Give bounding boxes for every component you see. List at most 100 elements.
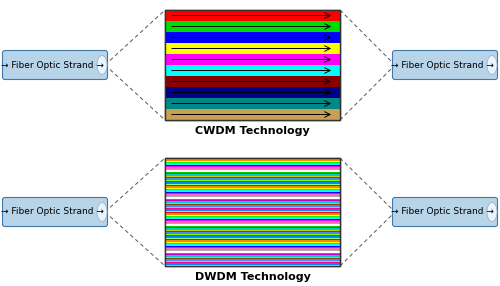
Bar <box>165 170 340 172</box>
Bar <box>165 230 340 231</box>
Bar <box>165 165 340 166</box>
Bar <box>165 198 340 200</box>
Text: → Fiber Optic Strand →: → Fiber Optic Strand → <box>390 61 494 69</box>
Text: CWDM Technology: CWDM Technology <box>195 126 310 136</box>
Bar <box>165 54 340 65</box>
Bar <box>165 177 340 178</box>
Bar <box>165 10 340 120</box>
Bar <box>165 21 340 32</box>
Bar <box>165 169 340 170</box>
Bar <box>165 242 340 243</box>
Bar <box>165 10 340 120</box>
Bar <box>165 158 340 266</box>
Bar <box>165 250 340 251</box>
Bar <box>165 206 340 208</box>
Bar <box>165 178 340 180</box>
Bar <box>165 227 340 228</box>
Bar <box>165 161 340 162</box>
Bar <box>165 180 340 181</box>
Bar <box>165 193 340 194</box>
Bar <box>165 190 340 192</box>
Text: → Fiber Optic Strand →: → Fiber Optic Strand → <box>0 61 104 69</box>
Bar <box>165 158 340 266</box>
Bar <box>165 205 340 206</box>
Ellipse shape <box>97 55 107 74</box>
Bar <box>165 174 340 176</box>
Bar <box>165 243 340 245</box>
Bar <box>165 254 340 255</box>
FancyBboxPatch shape <box>392 51 498 80</box>
Bar <box>165 167 340 169</box>
Bar <box>165 259 340 261</box>
Bar <box>165 257 340 258</box>
Ellipse shape <box>97 202 107 221</box>
Bar <box>165 262 340 263</box>
Bar <box>165 220 340 221</box>
Bar <box>165 184 340 185</box>
Bar <box>165 235 340 236</box>
Bar <box>165 238 340 239</box>
Bar <box>165 158 340 159</box>
Bar <box>165 196 340 197</box>
Bar <box>165 159 340 161</box>
Bar <box>165 247 340 249</box>
Text: → Fiber Optic Strand →: → Fiber Optic Strand → <box>390 208 494 217</box>
Bar <box>165 172 340 173</box>
Bar <box>165 221 340 223</box>
Ellipse shape <box>487 202 497 221</box>
Bar <box>165 201 340 202</box>
Bar <box>165 231 340 232</box>
Bar <box>165 43 340 54</box>
FancyBboxPatch shape <box>2 51 108 80</box>
Bar <box>165 197 340 198</box>
Text: → Fiber Optic Strand →: → Fiber Optic Strand → <box>0 208 104 217</box>
Bar <box>165 162 340 163</box>
Bar <box>165 185 340 186</box>
Bar <box>165 236 340 238</box>
Bar <box>165 181 340 182</box>
Bar <box>165 87 340 98</box>
Bar <box>165 188 340 189</box>
Bar <box>165 261 340 262</box>
Bar <box>165 240 340 242</box>
Bar <box>165 234 340 235</box>
Bar <box>165 194 340 196</box>
Bar <box>165 176 340 177</box>
Bar <box>165 212 340 213</box>
Bar <box>165 189 340 190</box>
Bar <box>165 215 340 216</box>
Bar <box>165 217 340 219</box>
Bar <box>165 10 340 21</box>
Bar <box>165 204 340 205</box>
Bar <box>165 255 340 257</box>
Bar <box>165 182 340 184</box>
Bar <box>165 109 340 120</box>
Bar <box>165 239 340 240</box>
Bar <box>165 173 340 174</box>
Bar <box>165 232 340 234</box>
Bar <box>165 253 340 254</box>
Bar <box>165 186 340 188</box>
Bar <box>165 258 340 259</box>
Bar <box>165 98 340 109</box>
Bar <box>165 208 340 209</box>
Bar <box>165 65 340 76</box>
Ellipse shape <box>487 55 497 74</box>
Bar <box>165 166 340 167</box>
Bar <box>165 219 340 220</box>
Bar <box>165 216 340 217</box>
Bar <box>165 192 340 193</box>
Bar <box>165 213 340 215</box>
Bar <box>165 224 340 225</box>
Bar <box>165 76 340 87</box>
Bar <box>165 263 340 265</box>
Bar <box>165 251 340 253</box>
Text: DWDM Technology: DWDM Technology <box>194 272 310 282</box>
Bar <box>165 223 340 224</box>
Bar <box>165 163 340 165</box>
Bar <box>165 228 340 230</box>
Bar <box>165 211 340 212</box>
Bar <box>165 32 340 43</box>
Bar <box>165 265 340 266</box>
FancyBboxPatch shape <box>392 198 498 227</box>
